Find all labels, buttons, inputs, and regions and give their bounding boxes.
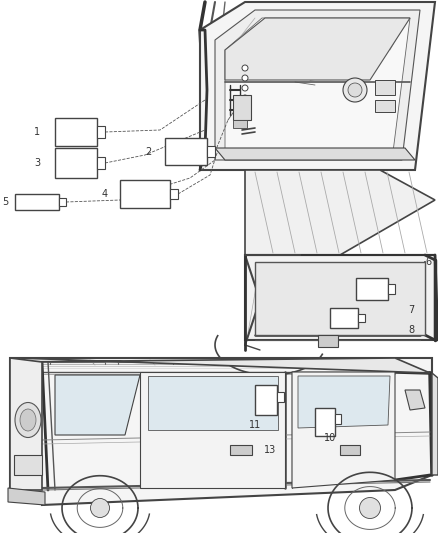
Polygon shape xyxy=(292,372,395,488)
Polygon shape xyxy=(148,376,278,430)
Bar xyxy=(207,146,215,157)
Circle shape xyxy=(91,498,110,518)
Polygon shape xyxy=(225,18,410,152)
Polygon shape xyxy=(405,390,425,410)
Bar xyxy=(340,445,360,455)
Polygon shape xyxy=(432,373,438,475)
Circle shape xyxy=(343,78,367,102)
Circle shape xyxy=(242,105,248,111)
Bar xyxy=(358,314,365,322)
Polygon shape xyxy=(18,358,430,373)
Bar xyxy=(170,189,178,199)
Polygon shape xyxy=(140,372,285,488)
Polygon shape xyxy=(55,375,140,435)
Bar xyxy=(59,198,66,206)
Text: 11: 11 xyxy=(249,420,261,430)
Polygon shape xyxy=(200,2,435,170)
Bar xyxy=(15,194,59,210)
Text: 6: 6 xyxy=(425,257,431,267)
Polygon shape xyxy=(10,358,42,490)
Polygon shape xyxy=(255,262,425,335)
Text: 3: 3 xyxy=(34,158,40,168)
Bar xyxy=(97,126,105,138)
Text: 8: 8 xyxy=(408,325,414,335)
Circle shape xyxy=(242,75,248,81)
Bar xyxy=(55,148,97,178)
Text: 10: 10 xyxy=(324,433,336,443)
Polygon shape xyxy=(245,255,435,340)
Text: 5: 5 xyxy=(2,197,8,207)
Bar xyxy=(14,455,42,475)
Text: 7: 7 xyxy=(408,305,414,315)
Bar xyxy=(230,445,252,455)
Bar xyxy=(233,95,251,120)
Polygon shape xyxy=(298,376,390,428)
Circle shape xyxy=(360,497,381,519)
Bar xyxy=(255,385,277,415)
Bar xyxy=(120,180,170,208)
Polygon shape xyxy=(245,170,435,255)
Bar xyxy=(375,80,395,95)
Bar xyxy=(55,118,97,146)
Bar xyxy=(233,120,247,128)
Text: 13: 13 xyxy=(264,445,276,455)
Polygon shape xyxy=(10,358,432,505)
Circle shape xyxy=(242,85,248,91)
Bar xyxy=(165,138,207,165)
Circle shape xyxy=(242,65,248,71)
Text: 4: 4 xyxy=(102,189,108,199)
Bar xyxy=(318,335,338,347)
Bar xyxy=(330,308,358,328)
Bar xyxy=(335,414,341,424)
Bar xyxy=(315,408,335,436)
Circle shape xyxy=(348,83,362,97)
Bar xyxy=(277,392,284,402)
Text: 1: 1 xyxy=(34,127,40,137)
Bar xyxy=(356,278,388,300)
Polygon shape xyxy=(215,10,420,160)
Text: 2: 2 xyxy=(146,147,152,157)
Polygon shape xyxy=(225,18,410,80)
Ellipse shape xyxy=(15,402,41,438)
Ellipse shape xyxy=(20,409,36,431)
Polygon shape xyxy=(215,148,415,160)
Bar xyxy=(375,100,395,112)
Polygon shape xyxy=(8,488,45,505)
Bar xyxy=(97,157,105,169)
Bar xyxy=(388,284,395,294)
Circle shape xyxy=(242,95,248,101)
